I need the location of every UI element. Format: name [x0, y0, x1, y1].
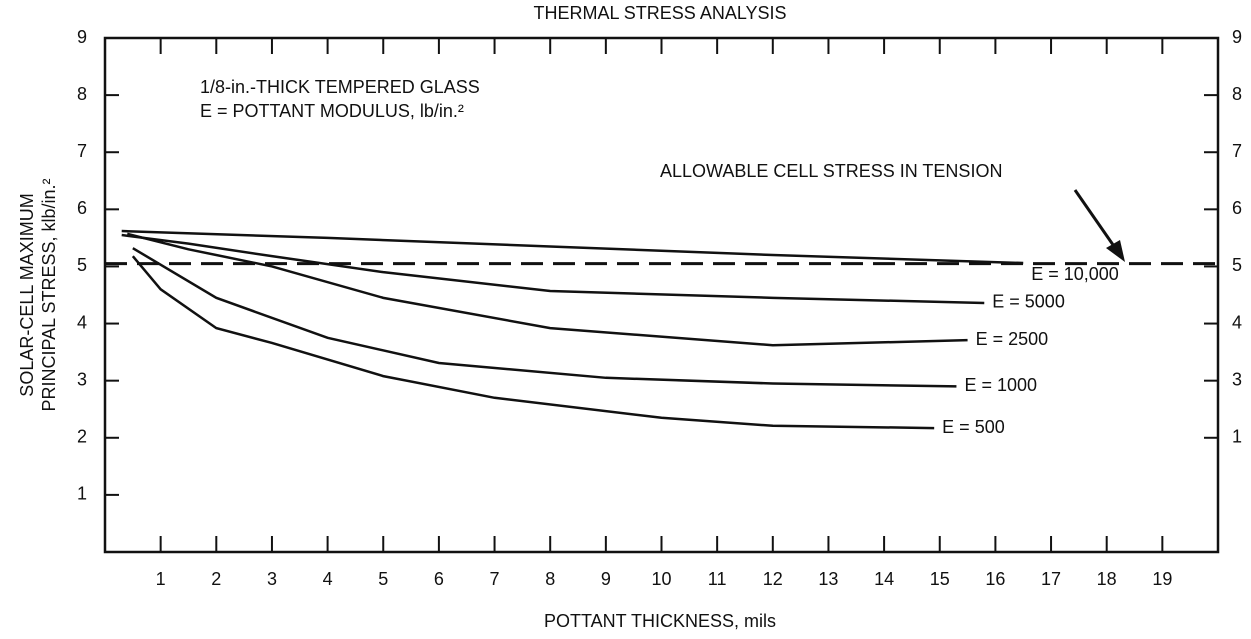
- curve: [126, 232, 968, 347]
- y-tick-label: 9: [77, 27, 87, 47]
- y2-tick-label: 7: [1232, 141, 1242, 161]
- x-tick-label: 19: [1152, 569, 1172, 589]
- y2-tick-label: 4: [1232, 312, 1242, 332]
- y2-tick-label: 9: [1232, 27, 1242, 47]
- y-axis-label: PRINCIPAL STRESS, klb/in.²: [39, 178, 59, 411]
- y-tick-label: 2: [77, 427, 87, 447]
- arrow-head: [1106, 240, 1125, 262]
- curve: [131, 255, 935, 430]
- x-tick-label: 6: [434, 569, 444, 589]
- y2-tick-label: 3: [1232, 369, 1242, 389]
- x-tick-label: 2: [211, 569, 221, 589]
- x-tick-label: 16: [985, 569, 1005, 589]
- curve: [121, 233, 985, 305]
- y-axis-label: SOLAR-CELL MAXIMUM: [17, 193, 37, 396]
- y-tick-label: 6: [77, 198, 87, 218]
- y-tick-label: 4: [77, 312, 87, 332]
- x-tick-label: 17: [1041, 569, 1061, 589]
- y-tick-label: 7: [77, 141, 87, 161]
- series-label: E = 2500: [976, 329, 1049, 349]
- y-tick-label: 5: [77, 255, 87, 275]
- y2-tick-label: 6: [1232, 198, 1242, 218]
- x-axis-label: POTTANT THICKNESS, mils: [544, 611, 776, 631]
- x-tick-label: 10: [651, 569, 671, 589]
- x-tick-label: 13: [818, 569, 838, 589]
- x-tick-label: 12: [763, 569, 783, 589]
- x-tick-label: 3: [267, 569, 277, 589]
- x-tick-label: 18: [1097, 569, 1117, 589]
- x-tick-label: 8: [545, 569, 555, 589]
- curve: [132, 247, 957, 388]
- y2-tick-label: 1: [1232, 427, 1242, 447]
- series-label: E = 500: [942, 417, 1005, 437]
- x-tick-label: 14: [874, 569, 894, 589]
- y-tick-label: 8: [77, 84, 87, 104]
- y2-tick-label: 5: [1232, 255, 1242, 275]
- x-tick-label: 9: [601, 569, 611, 589]
- series-label: E = 5000: [992, 292, 1065, 312]
- x-tick-label: 1: [156, 569, 166, 589]
- arrow: [1073, 189, 1120, 253]
- x-tick-label: 15: [930, 569, 950, 589]
- annotation: 1/8-in.-THICK TEMPERED GLASS: [200, 77, 480, 97]
- y2-tick-label: 8: [1232, 84, 1242, 104]
- y-tick-label: 3: [77, 369, 87, 389]
- chart-title: THERMAL STRESS ANALYSIS: [533, 3, 786, 23]
- annotation: E = POTTANT MODULUS, lb/in.²: [200, 101, 464, 121]
- curve: [121, 229, 1024, 265]
- series-label: E = 10,000: [1031, 264, 1119, 284]
- x-tick-label: 5: [378, 569, 388, 589]
- x-tick-label: 4: [323, 569, 333, 589]
- series-label: E = 1000: [964, 375, 1037, 395]
- y-tick-label: 1: [77, 484, 87, 504]
- x-tick-label: 7: [490, 569, 500, 589]
- x-tick-label: 11: [708, 569, 727, 589]
- reference-label: ALLOWABLE CELL STRESS IN TENSION: [660, 161, 1002, 181]
